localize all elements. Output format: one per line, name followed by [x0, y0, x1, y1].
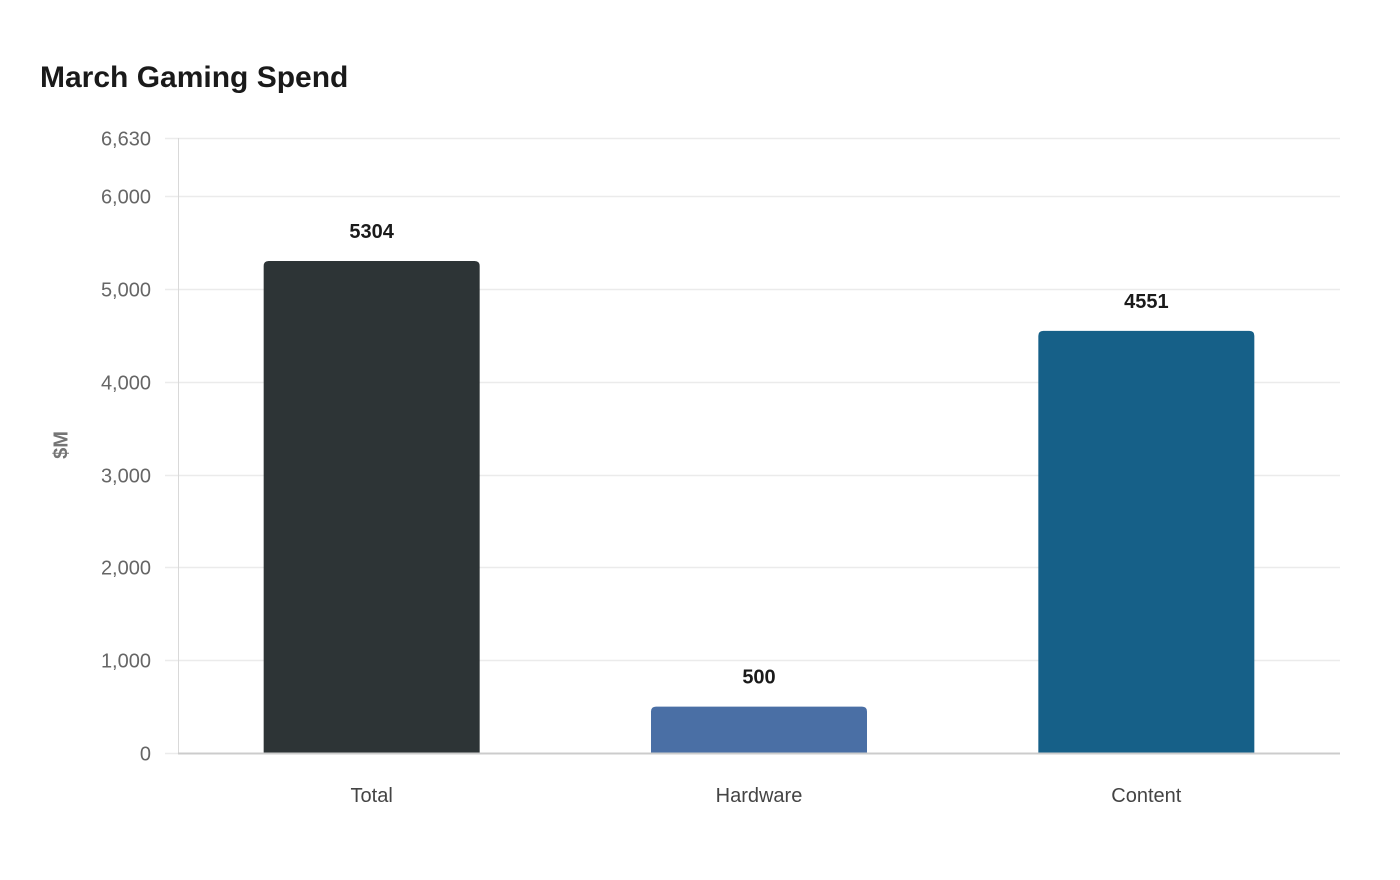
y-tick-label: 4,000	[101, 373, 151, 395]
x-tick-label: Total	[351, 785, 393, 807]
bar-content	[1038, 330, 1255, 753]
y-tick-label: 6,000	[101, 187, 151, 209]
x-tick-label: Hardware	[716, 785, 803, 807]
bars: 5304 500 4551	[263, 221, 1255, 753]
bar-total	[263, 261, 480, 753]
data-label: 4551	[1124, 291, 1169, 313]
bar-hardware	[651, 706, 867, 753]
y-tick-label: 1,000	[101, 651, 151, 673]
y-tick-label: 5,000	[101, 280, 151, 302]
y-tick-label: 0	[140, 744, 151, 766]
y-axis-ticks: 0 1,000 2,000 3,000 4,000 5,000 6,000 6,630	[101, 129, 151, 766]
x-tick-label: Content	[1111, 785, 1181, 807]
data-label: 5304	[349, 221, 394, 243]
y-tick-label: 2,000	[101, 558, 151, 580]
data-label: 500	[742, 667, 775, 689]
y-tick-label: 6,630	[101, 129, 151, 151]
y-tick-label: 3,000	[101, 466, 151, 488]
chart-title: March Gaming Spend	[40, 61, 349, 94]
x-axis-labels: Total Hardware Content	[351, 785, 1182, 807]
